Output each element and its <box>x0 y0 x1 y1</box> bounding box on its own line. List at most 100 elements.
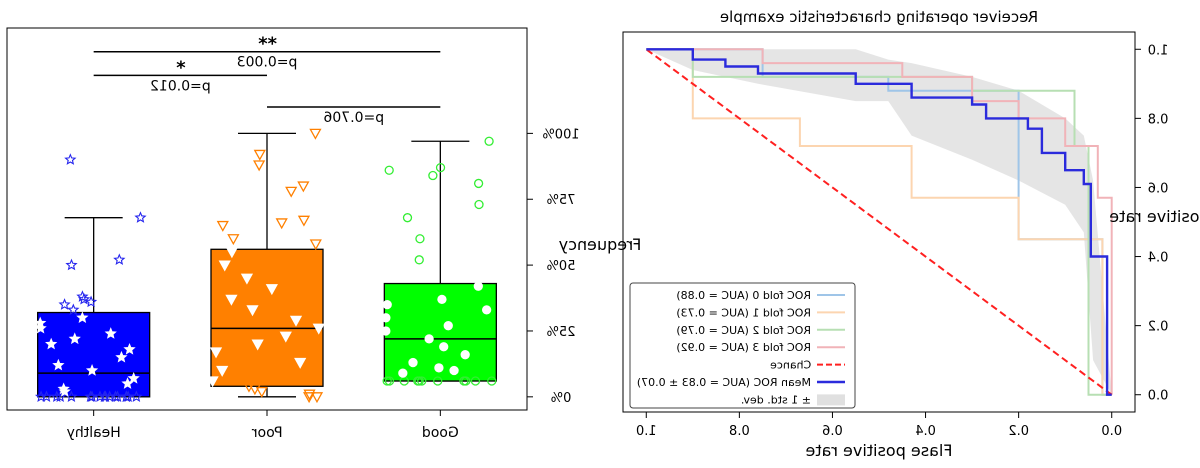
roc-y-tick-label: 0.2 <box>1148 320 1169 335</box>
data-point <box>381 326 391 336</box>
p-value-label: p=0.706 <box>323 110 384 126</box>
data-point <box>481 305 492 315</box>
data-point <box>34 390 48 403</box>
data-point <box>381 313 391 323</box>
legend-entry: ± 1 std. dev. <box>741 393 845 406</box>
data-point <box>93 390 107 403</box>
roc-legend: ROC fold 0 (AUC = 0.88) ROC fold 1 (AUC =… <box>629 282 856 409</box>
significance-stars: ** <box>258 34 277 55</box>
data-point <box>275 218 288 230</box>
data-point <box>285 186 298 198</box>
data-point <box>297 181 310 193</box>
data-point <box>50 390 63 403</box>
data-point <box>459 376 469 386</box>
significance-bracket: p=0.706 <box>267 106 441 126</box>
data-point <box>473 178 484 189</box>
data-point <box>398 368 408 378</box>
data-point <box>65 258 78 271</box>
data-point <box>382 299 392 310</box>
legend-swatch <box>817 394 845 406</box>
legend-entry: ROC fold 3 (AUC = 0.92) <box>676 341 845 354</box>
data-point <box>68 332 81 345</box>
legend-label: Chance <box>770 359 811 372</box>
legend-entry: ROC fold 1 (AUC = 0.73) <box>676 306 845 319</box>
legend-box <box>629 282 856 409</box>
data-point <box>251 339 264 351</box>
data-point <box>227 234 240 246</box>
roc-y-tick-label: 0.4 <box>1148 251 1169 266</box>
data-point <box>225 294 238 306</box>
roc-y-tick-label: 0.0 <box>1148 389 1169 404</box>
legend-label: Mean ROC (AUC = 0.83 ± 0.07) <box>637 376 811 389</box>
data-point <box>54 390 67 403</box>
legend-entry: ROC fold 0 (AUC = 0.88) <box>676 289 845 302</box>
data-point <box>240 273 254 285</box>
roc-x-tick-label: 0.4 <box>915 424 936 439</box>
data-point <box>435 162 446 173</box>
data-point <box>253 160 266 172</box>
boxplot-y-tick-label: 25% <box>547 325 576 340</box>
box-body <box>37 311 151 398</box>
boxplot-x-tick-label: Good <box>422 425 459 441</box>
data-point <box>302 392 316 404</box>
data-point <box>248 384 261 396</box>
roc-series-line <box>646 48 1112 396</box>
data-point <box>209 347 223 359</box>
data-point <box>303 389 316 401</box>
data-point <box>123 342 136 355</box>
data-point <box>64 153 77 165</box>
data-point <box>225 247 239 259</box>
roc-series-line <box>645 48 1113 396</box>
legend-label: ROC fold 3 (AUC = 0.92) <box>676 341 811 354</box>
data-point <box>255 386 268 398</box>
data-point <box>470 376 481 386</box>
data-point <box>34 316 47 329</box>
roc-series-line <box>646 48 1112 396</box>
roc-y-tick-label: 0.8 <box>1148 112 1169 127</box>
data-point <box>113 253 126 266</box>
roc-series-line <box>646 48 1112 396</box>
data-point <box>265 284 278 296</box>
data-point <box>484 136 494 146</box>
data-point <box>76 290 89 302</box>
data-point <box>433 376 443 386</box>
roc-title: Receiver operating characteristic exampl… <box>720 8 1038 26</box>
data-point <box>417 376 427 386</box>
data-point <box>57 382 70 395</box>
data-point <box>45 337 58 350</box>
data-point <box>437 294 447 305</box>
box-body <box>210 248 324 387</box>
data-point <box>384 165 394 175</box>
data-point <box>414 255 424 265</box>
roc-x-tick-label: 0.0 <box>1101 424 1122 439</box>
data-point <box>297 215 311 227</box>
data-point <box>449 365 459 376</box>
data-point <box>85 364 99 376</box>
data-point <box>413 376 423 386</box>
data-point <box>218 260 231 272</box>
data-point <box>424 334 434 344</box>
roc-panel: Receiver operating characteristic exampl… <box>622 8 1200 460</box>
legend-entry: ROC fold 2 (AUC = 0.79) <box>676 324 845 337</box>
legend-label: ROC fold 0 (AUC = 0.88) <box>676 289 811 302</box>
data-point <box>216 220 229 232</box>
data-point <box>289 315 303 327</box>
data-point <box>428 170 438 181</box>
data-point <box>122 390 135 403</box>
data-point <box>294 357 307 369</box>
data-point <box>242 381 256 393</box>
roc-x-axis-label: Flase positive rate <box>805 441 952 460</box>
legend-label: ± 1 std. dev. <box>741 393 811 406</box>
roc-x-tick-label: 1.0 <box>636 424 657 439</box>
roc-y-tick-label: 0.6 <box>1148 181 1169 196</box>
data-point <box>246 305 259 317</box>
data-point <box>443 321 453 331</box>
data-point <box>253 149 266 161</box>
legend-entry: Mean ROC (AUC = 0.83 ± 0.07) <box>637 376 845 389</box>
boxplot-y-tick-label: 100% <box>542 127 579 142</box>
box-poor <box>210 132 324 398</box>
boxplot-y-tick-label: 0% <box>551 391 572 406</box>
significance-bracket: p=0.003** <box>93 34 441 71</box>
legend-label: ROC fold 2 (AUC = 0.79) <box>676 324 811 337</box>
